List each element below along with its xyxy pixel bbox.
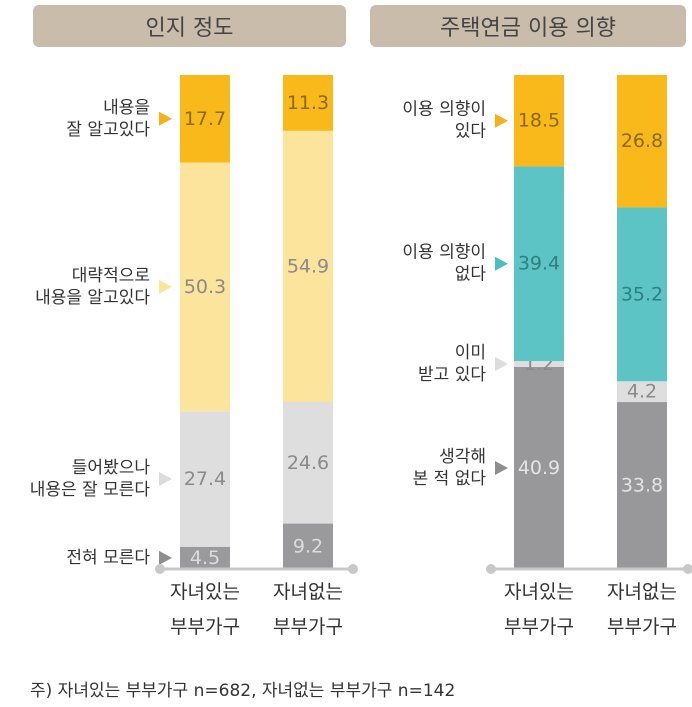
series-label: 이미 받고 있다: [418, 343, 486, 385]
series-label-line: 이용 의향이: [402, 243, 486, 263]
bar-segment: [283, 402, 333, 524]
category-label: 부부가구: [170, 616, 240, 638]
category-label: 자녀없는: [273, 581, 343, 603]
data-label: 11.3: [287, 92, 329, 114]
bar-segment: [617, 381, 667, 403]
category-label: 부부가구: [273, 616, 343, 638]
bar-segment: [514, 166, 564, 362]
series-label: 내용을 잘 알고있다: [66, 98, 150, 140]
series-label-line: 이용 의향이: [402, 100, 486, 120]
series-arrow: [159, 472, 172, 487]
series-arrow: [159, 550, 172, 565]
bar-segment: [283, 75, 333, 131]
bar-segment: [514, 361, 564, 367]
axis-end-dot: [486, 564, 496, 574]
category-label: 자녀있는: [504, 581, 574, 603]
series-label: 생각해 본 적 없다: [413, 447, 487, 489]
bar-segment: [514, 366, 564, 569]
series-label: 들어봤으나 내용은 잘 모른다: [30, 458, 151, 500]
series-label-line: 내용은 잘 모른다: [30, 480, 151, 500]
series-label-line: 들어봤으나: [72, 458, 151, 478]
category-label: 부부가구: [504, 616, 574, 638]
bar-segment: [283, 523, 333, 569]
footnote: 주) 자녀있는 부부가구 n=682, 자녀없는 부부가구 n=142: [30, 681, 456, 701]
data-label: 50.3: [184, 276, 226, 298]
series-label-line: 받고 있다: [418, 365, 486, 385]
panel-title-awareness: 인지 정도: [33, 5, 346, 47]
series-label: 대략적으로 내용을 알고있다: [35, 266, 150, 308]
data-label: 9.2: [293, 535, 323, 557]
axis-end-dot: [155, 564, 165, 574]
bar-segment: [180, 411, 230, 547]
data-label: 35.2: [621, 283, 663, 305]
series-arrow: [159, 279, 172, 294]
series-label-line: 대략적으로: [72, 266, 150, 286]
series-label-line: 전혀 모른다: [66, 548, 150, 568]
axis-end-dot: [348, 564, 358, 574]
series-arrow: [495, 256, 508, 271]
bar-segment: [617, 402, 667, 569]
series-label: 전혀 모른다: [66, 548, 150, 568]
series-label-line: 내용을 알고있다: [35, 288, 150, 308]
series-label-line: 잘 알고있다: [66, 120, 150, 140]
bar-segment: [617, 207, 667, 382]
bar-segment: [514, 75, 564, 167]
category-label: 자녀없는: [607, 581, 677, 603]
series-arrow: [159, 111, 172, 126]
bar-segment: [180, 162, 230, 412]
series-label-line: 없다: [455, 265, 487, 285]
chart-panel-0: 4.5 전혀 모른다 27.4 들어봤으나 내용은 잘 모른다 50.3 대략적으로 내용을 …: [30, 75, 358, 638]
series-label-line: 본 적 없다: [413, 469, 487, 489]
series-label-line: 내용을: [103, 98, 150, 118]
data-label: 33.8: [621, 475, 663, 497]
data-label: 17.7: [184, 108, 226, 130]
series-arrow: [495, 460, 508, 475]
bar-segment: [180, 546, 230, 569]
series-label-line: 생각해: [439, 447, 486, 467]
data-label: 27.4: [184, 468, 226, 490]
bar-segment: [617, 75, 667, 208]
category-label: 부부가구: [607, 616, 677, 638]
series-label-line: 있다: [455, 122, 487, 142]
bar-segment: [180, 75, 230, 163]
data-label: 18.5: [518, 110, 560, 132]
category-label: 자녀있는: [170, 581, 240, 603]
data-label: 24.6: [287, 452, 329, 474]
data-label: 39.4: [518, 253, 560, 275]
series-label-line: 이미: [455, 343, 486, 363]
data-label: 26.8: [621, 130, 663, 152]
panel-title-usage-intention: 주택연금 이용 의향: [370, 5, 686, 47]
bar-segment: [283, 130, 333, 403]
series-label: 이용 의향이 없다: [402, 243, 486, 285]
series-label: 이용 의향이 있다: [402, 100, 486, 142]
series-arrow: [495, 356, 508, 371]
data-label: 4.2: [627, 381, 657, 403]
axis-end-dot: [683, 564, 692, 574]
data-label: 54.9: [287, 255, 329, 277]
series-arrow: [495, 113, 508, 128]
data-label: 40.9: [518, 457, 560, 479]
data-label: 4.5: [190, 547, 220, 569]
